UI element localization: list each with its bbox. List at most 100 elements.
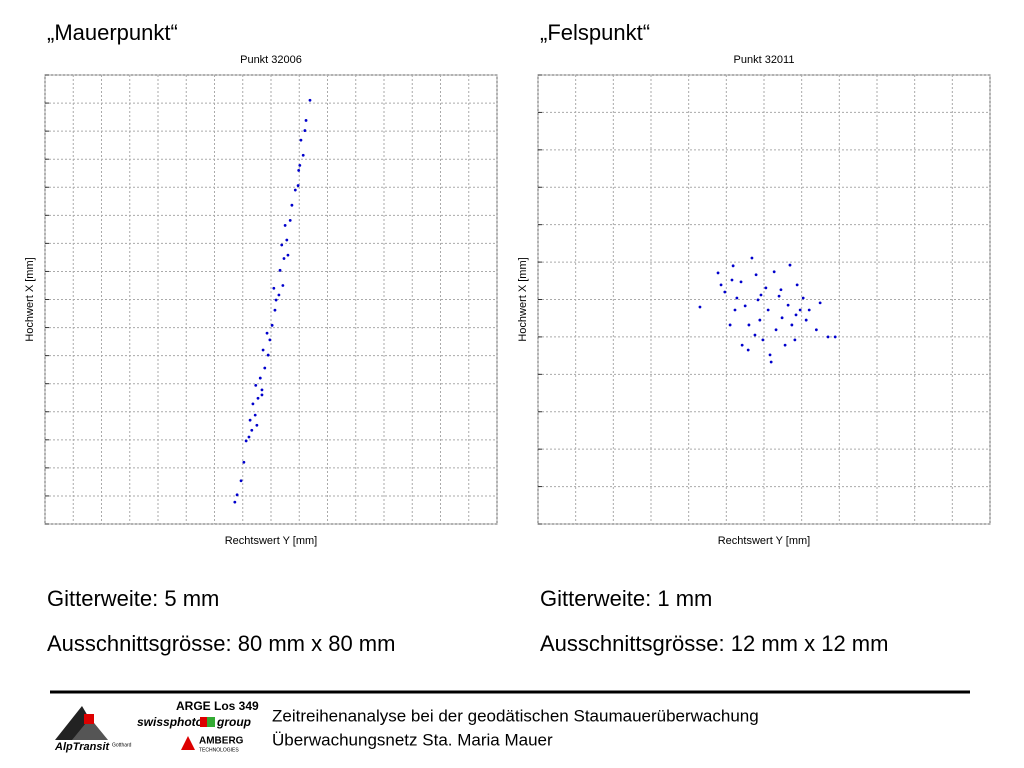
point bbox=[244, 439, 248, 443]
point bbox=[293, 188, 297, 192]
point bbox=[826, 335, 830, 339]
point bbox=[272, 286, 276, 290]
point bbox=[793, 338, 797, 342]
point bbox=[764, 286, 768, 290]
point bbox=[255, 423, 259, 427]
logo-text: ARGE Los 349 bbox=[176, 699, 259, 713]
point bbox=[790, 323, 794, 327]
y-axis-label: Hochwert X [mm] bbox=[24, 257, 36, 341]
point bbox=[756, 298, 760, 302]
point bbox=[780, 316, 784, 320]
point bbox=[798, 308, 802, 312]
y-axis-label: Hochwert X [mm] bbox=[517, 257, 529, 341]
point bbox=[728, 323, 732, 327]
point bbox=[833, 335, 837, 339]
point bbox=[296, 184, 300, 187]
logo-mark bbox=[181, 736, 195, 750]
point bbox=[265, 331, 269, 335]
point bbox=[266, 353, 270, 357]
point bbox=[258, 376, 262, 380]
point bbox=[761, 338, 765, 342]
point bbox=[268, 338, 272, 342]
point bbox=[746, 348, 750, 352]
point bbox=[786, 303, 790, 307]
point bbox=[233, 500, 237, 504]
point bbox=[758, 318, 762, 322]
point bbox=[254, 383, 258, 387]
point bbox=[733, 308, 737, 312]
point bbox=[769, 360, 773, 364]
x-axis-label: Rechtswert Y [mm] bbox=[718, 535, 811, 547]
point bbox=[777, 294, 781, 298]
point bbox=[290, 203, 294, 207]
point bbox=[253, 413, 257, 417]
logo-text: group bbox=[216, 715, 251, 729]
point bbox=[794, 313, 798, 317]
point bbox=[274, 298, 278, 302]
point bbox=[248, 418, 252, 422]
point bbox=[260, 388, 264, 392]
point bbox=[256, 396, 260, 400]
point bbox=[753, 333, 757, 337]
point bbox=[768, 353, 772, 357]
logo-mark bbox=[207, 717, 215, 727]
point bbox=[297, 169, 301, 172]
logo-text: swissphoto bbox=[137, 715, 203, 729]
point bbox=[716, 271, 720, 275]
grid-width: Gitterweite: 5 mm bbox=[47, 586, 219, 611]
point bbox=[288, 218, 292, 222]
point bbox=[283, 224, 287, 227]
logo-text: AMBERG bbox=[199, 736, 244, 747]
x-axis-label: Rechtswert Y [mm] bbox=[225, 535, 318, 547]
point bbox=[740, 343, 744, 347]
point bbox=[280, 243, 284, 247]
point bbox=[301, 153, 305, 157]
point bbox=[247, 435, 251, 439]
point bbox=[754, 273, 758, 277]
chart-title: Punkt 32011 bbox=[734, 54, 795, 66]
extent: Ausschnittsgrösse: 80 mm x 80 mm bbox=[47, 631, 395, 656]
logo-cross bbox=[84, 714, 94, 724]
point bbox=[308, 98, 312, 102]
point bbox=[795, 283, 799, 287]
point bbox=[298, 163, 302, 167]
footer-text: Zeitreihenanalyse bei der geodätischen S… bbox=[272, 706, 759, 725]
panel-heading: „Mauerpunkt“ bbox=[47, 20, 178, 45]
point bbox=[747, 323, 751, 327]
point bbox=[723, 290, 727, 294]
point bbox=[739, 280, 743, 284]
chart-title: Punkt 32006 bbox=[240, 54, 302, 66]
point bbox=[743, 304, 747, 308]
point bbox=[260, 393, 264, 397]
panel-heading: „Felspunkt“ bbox=[540, 20, 650, 45]
point bbox=[263, 366, 267, 370]
point bbox=[801, 296, 805, 300]
point bbox=[285, 238, 289, 242]
point bbox=[261, 348, 265, 352]
point bbox=[818, 301, 822, 305]
point bbox=[735, 296, 739, 300]
point bbox=[814, 328, 818, 332]
logo-text: Gotthard bbox=[112, 742, 132, 748]
point bbox=[750, 256, 754, 260]
point bbox=[766, 308, 770, 312]
point bbox=[250, 428, 254, 432]
grid-width: Gitterweite: 1 mm bbox=[540, 586, 712, 611]
point bbox=[779, 288, 783, 292]
logo-text: AlpTransit bbox=[54, 741, 111, 753]
point bbox=[239, 479, 243, 483]
point bbox=[772, 270, 776, 274]
point bbox=[807, 308, 811, 312]
point bbox=[719, 283, 723, 287]
logo-mountain bbox=[72, 718, 108, 740]
point bbox=[281, 284, 285, 287]
point bbox=[242, 460, 246, 464]
point bbox=[282, 257, 286, 260]
point bbox=[304, 119, 308, 122]
point bbox=[270, 323, 274, 327]
point bbox=[731, 264, 735, 268]
point bbox=[698, 305, 702, 309]
point bbox=[788, 263, 792, 267]
point bbox=[730, 278, 734, 282]
